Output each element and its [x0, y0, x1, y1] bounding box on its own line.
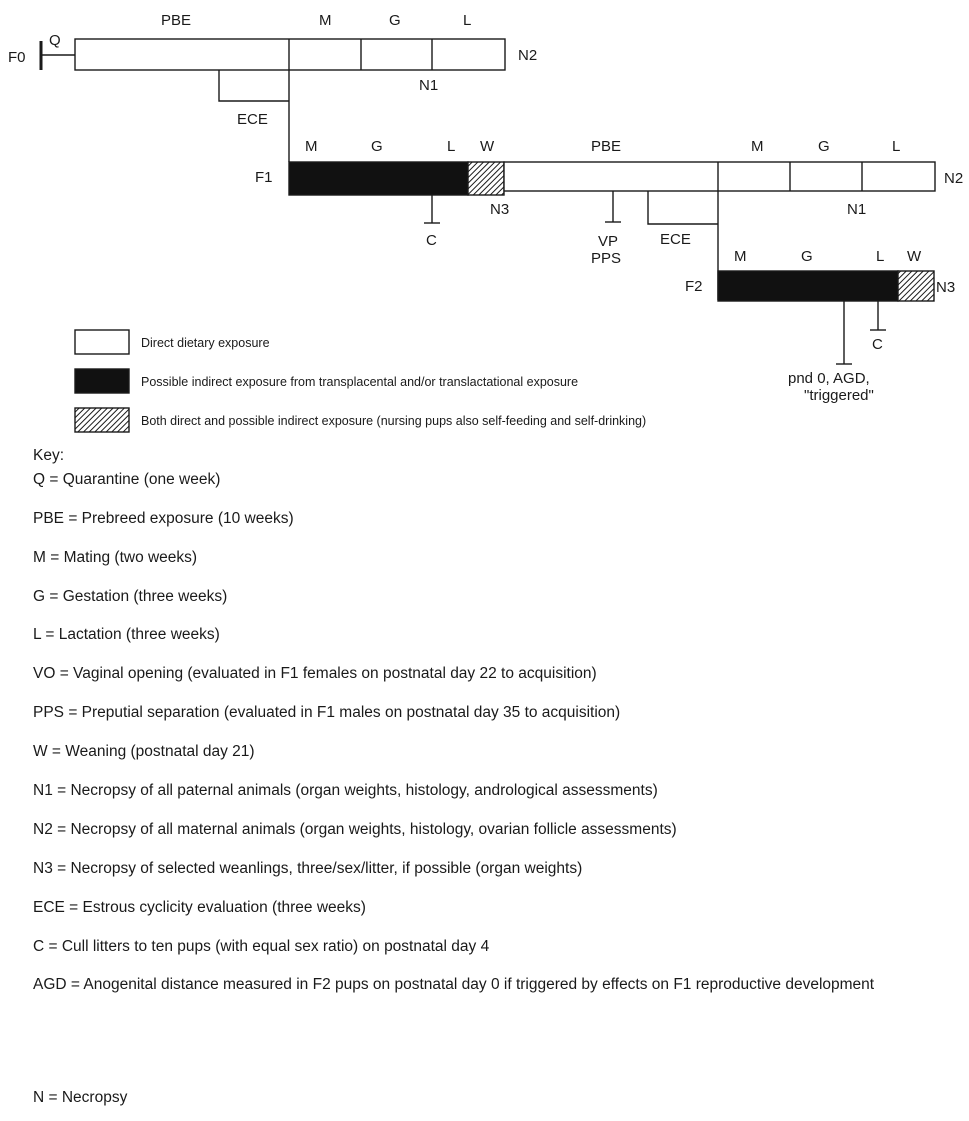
f1-w-label: W: [480, 138, 495, 155]
f0-g-label: G: [389, 12, 401, 29]
f1-indirect-bar: [288, 161, 469, 196]
f1-g2-label: G: [818, 138, 830, 155]
key-title: Key:: [33, 447, 65, 464]
key-item-g: G = Gestation (three weeks): [33, 588, 228, 605]
key-item-m: M = Mating (two weeks): [33, 549, 198, 566]
f2-row: [717, 270, 935, 365]
f1-g-label: G: [371, 138, 383, 155]
f2-pnd-label-line2: "triggered": [804, 387, 874, 404]
key-item-pps: PPS = Preputial separation (evaluated in…: [33, 704, 621, 721]
f1-n3-label: N3: [490, 201, 509, 218]
gen-f0-label: F0: [8, 49, 26, 66]
legend: Direct dietary exposure Possible indirec…: [74, 329, 646, 433]
legend-swatch-indirect: [74, 368, 130, 394]
legend-text-direct: Direct dietary exposure: [141, 336, 270, 350]
key-item-ece: ECE = Estrous cyclicity evaluation (thre…: [33, 899, 366, 916]
f0-row: [39, 38, 506, 162]
f1-pps-label: PPS: [591, 250, 621, 267]
f1-weaning-bar: [467, 161, 505, 196]
f1-direct-bar: [503, 161, 936, 192]
key-item-c: C = Cull litters to ten pups (with equal…: [33, 938, 490, 955]
f2-pnd-label-line1: pnd 0, AGD,: [788, 370, 870, 387]
f2-indirect-bar: [717, 270, 899, 302]
legend-text-both: Both direct and possible indirect exposu…: [141, 414, 646, 428]
f1-n1-label: N1: [847, 201, 866, 218]
f2-m-label: M: [734, 248, 747, 265]
f1-l2-label: L: [892, 138, 900, 155]
gen-f1-label: F1: [255, 169, 273, 186]
key-item-pbe: PBE = Prebreed exposure (10 weeks): [33, 510, 294, 527]
f1-vp-label: VP: [598, 233, 618, 250]
key-item-n: N = Necropsy: [33, 1089, 128, 1106]
f1-n2-label: N2: [944, 170, 963, 187]
key-item-agd: AGD = Anogenital distance measured in F2…: [33, 976, 875, 993]
f1-ece-label: ECE: [660, 231, 691, 248]
study-timeline-diagram: F0 Q PBE M G L N2 N1 ECE F1 M G L W PBE …: [8, 12, 963, 433]
q-label: Q: [49, 32, 61, 49]
f2-n3-label: N3: [936, 279, 955, 296]
f0-pbe-bar: [74, 38, 506, 71]
f2-l-label: L: [876, 248, 884, 265]
legend-text-indirect: Possible indirect exposure from transpla…: [141, 375, 578, 389]
key-item-n2: N2 = Necropsy of all maternal animals (o…: [33, 821, 677, 838]
f1-m2-label: M: [751, 138, 764, 155]
f2-weaning-bar: [897, 270, 935, 302]
f0-ece-label: ECE: [237, 111, 268, 128]
f0-l-label: L: [463, 12, 471, 29]
key-item-vo: VO = Vaginal opening (evaluated in F1 fe…: [33, 665, 597, 682]
gen-f2-label: F2: [685, 278, 703, 295]
f1-l-label: L: [447, 138, 455, 155]
f0-pbe-label: PBE: [161, 12, 191, 29]
legend-swatch-both: [74, 407, 130, 433]
key-item-w: W = Weaning (postnatal day 21): [33, 743, 255, 760]
f2-w-label: W: [907, 248, 922, 265]
f1-c-label: C: [426, 232, 437, 249]
f0-ece-bracket: [218, 70, 289, 102]
f1-pbe-label: PBE: [591, 138, 621, 155]
f1-row: [288, 161, 936, 300]
f2-c-label: C: [872, 336, 883, 353]
key-item-n1: N1 = Necropsy of all paternal animals (o…: [33, 782, 658, 799]
f0-n2-label: N2: [518, 47, 537, 64]
key-item-q: Q = Quarantine (one week): [33, 471, 221, 488]
key-item-n3: N3 = Necropsy of selected weanlings, thr…: [33, 860, 583, 877]
f0-n1-label: N1: [419, 77, 438, 94]
f1-m-label: M: [305, 138, 318, 155]
legend-swatch-direct: [74, 329, 130, 355]
f2-g-label: G: [801, 248, 813, 265]
key-item-l: L = Lactation (three weeks): [33, 626, 220, 643]
f1-ece-bracket: [647, 191, 718, 225]
f0-m-label: M: [319, 12, 332, 29]
